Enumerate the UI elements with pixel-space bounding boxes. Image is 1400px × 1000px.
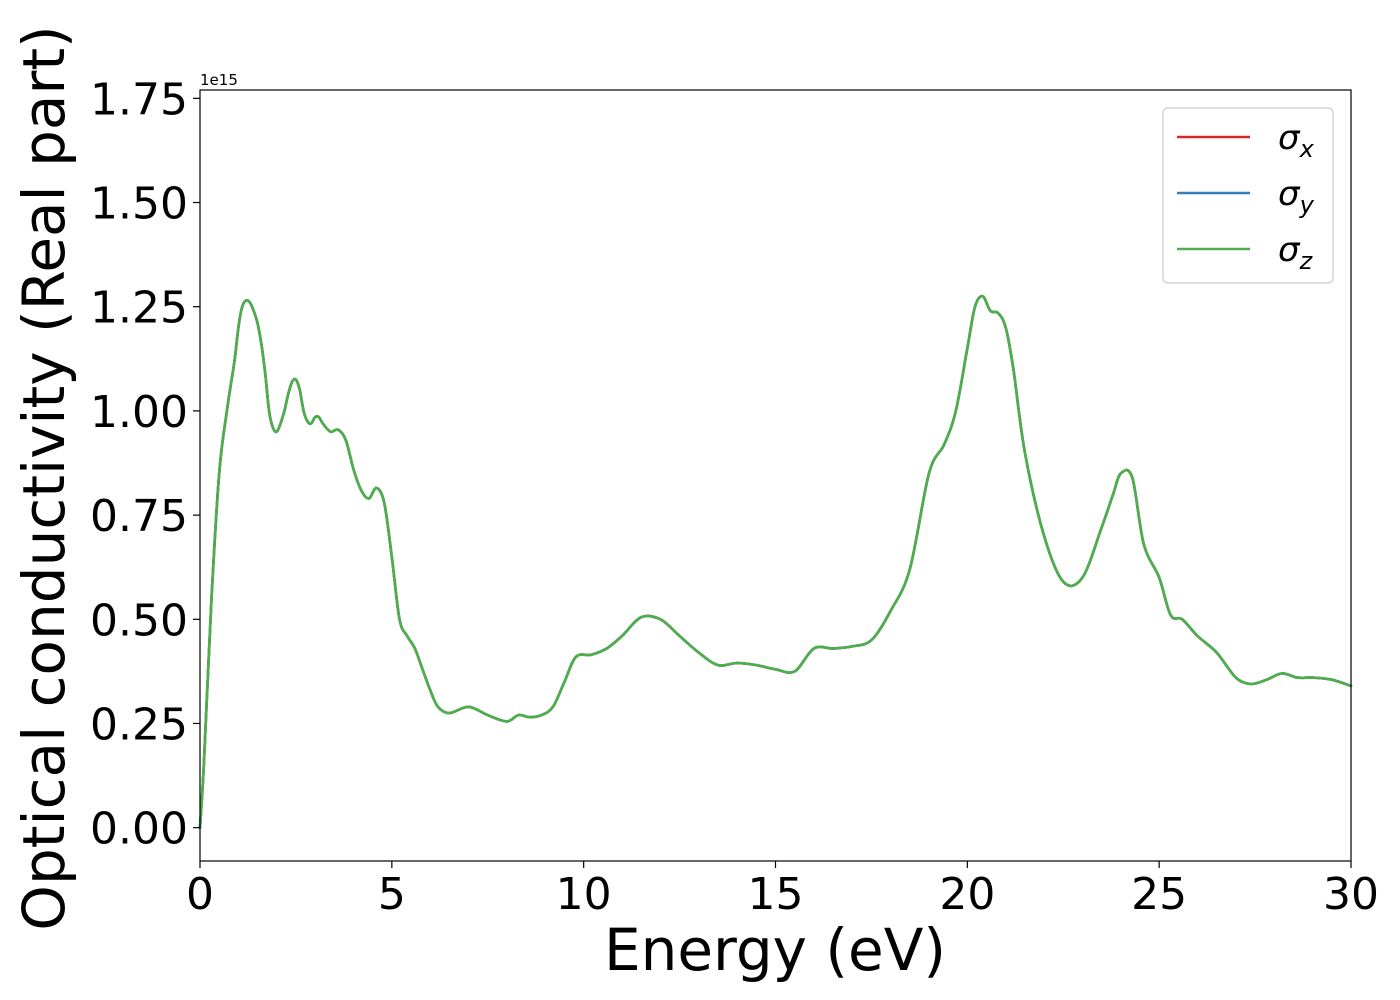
- y-tick-label: 1.50: [90, 179, 188, 230]
- legend: σx σy σz: [1162, 107, 1334, 284]
- y-tick-label: 1.75: [90, 74, 188, 125]
- x-tick-label: 5: [378, 869, 406, 920]
- x-axis-ticks: 0 5 10 15 20 25 30: [186, 861, 1379, 920]
- y-tick-label: 0.75: [90, 491, 188, 542]
- x-tick-label: 0: [186, 869, 214, 920]
- x-axis-label: Energy (eV): [604, 916, 946, 984]
- legend-entries: σx σy σz: [1177, 118, 1315, 275]
- x-tick-label: 10: [556, 869, 612, 920]
- y-tick-label: 0.00: [90, 804, 188, 855]
- y-tick-label: 1.25: [90, 283, 188, 334]
- series-layer: [198, 294, 1353, 829]
- legend-label-z: σz: [1278, 230, 1314, 275]
- legend-box: [1162, 107, 1334, 284]
- y-tick-label: 0.50: [90, 595, 188, 646]
- y-axis-offset-label: 1e15: [200, 71, 238, 89]
- series-line-z: [198, 294, 1353, 829]
- x-tick-label: 20: [939, 869, 995, 920]
- series-line-y: [198, 294, 1353, 829]
- x-tick-label: 30: [1323, 869, 1379, 920]
- y-axis-ticks: 0.00 0.25 0.50 0.75 1.00 1.25 1.50 1.75: [90, 74, 200, 855]
- x-tick-label: 15: [748, 869, 804, 920]
- x-tick-label: 25: [1131, 869, 1187, 920]
- y-tick-label: 0.25: [90, 699, 188, 750]
- y-axis-label: Optical conductivity (Real part): [10, 25, 78, 930]
- legend-label-y: σy: [1278, 174, 1315, 219]
- series-line-x: [198, 294, 1353, 829]
- y-tick-label: 1.00: [90, 387, 188, 438]
- legend-label-x: σx: [1278, 118, 1315, 163]
